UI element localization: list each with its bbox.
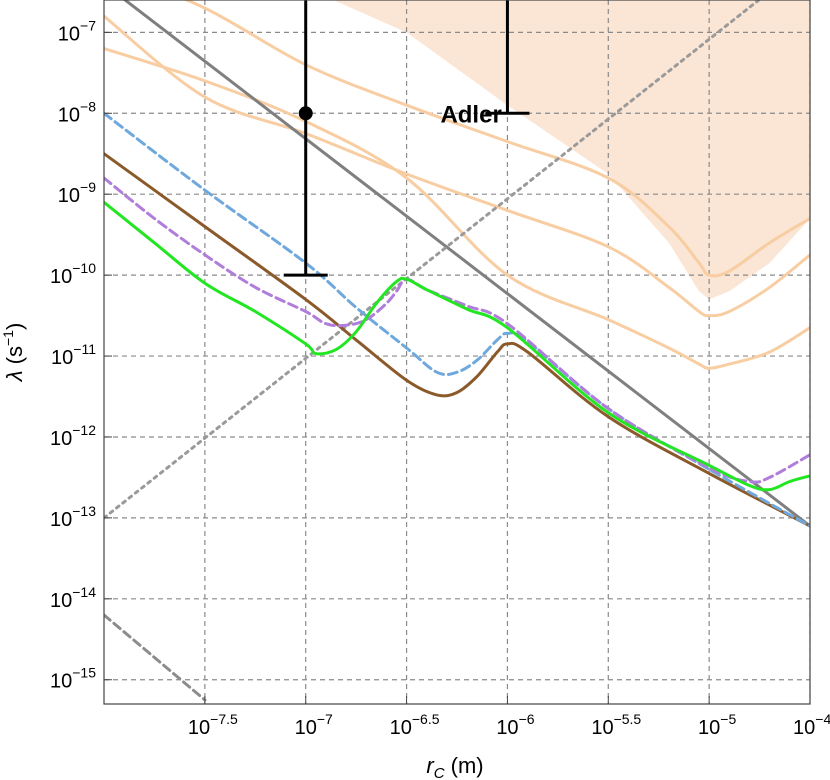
series-line-5 xyxy=(104,613,207,702)
clipped-layer: Adler xyxy=(104,0,810,704)
series-line-4 xyxy=(104,0,762,520)
axes: 10−7.5 10−7 10−6.5 10−6 10−5.5 10−5 10−4.5 10−7… xyxy=(50,0,830,739)
x-tick-label-5: 10−5 xyxy=(698,711,736,739)
y-tick-label-2: 10−9 xyxy=(58,179,96,207)
data-point-0 xyxy=(298,106,313,121)
annotation-0: Adler xyxy=(440,101,501,128)
x-tick-label-6: 10−4.5 xyxy=(793,711,830,739)
y-tick-label-7: 10−14 xyxy=(50,584,96,612)
y-tick-label-8: 10−15 xyxy=(50,665,96,693)
plot-frame xyxy=(103,0,811,705)
x-tick-label-3: 10−6 xyxy=(496,711,534,739)
y-tick-label-1: 10−8 xyxy=(58,98,96,126)
x-tick-label-2: 10−6.5 xyxy=(390,711,440,739)
y-tick-label-5: 10−12 xyxy=(50,422,96,450)
series-line-2 xyxy=(183,0,810,278)
y-tick-label-0: 10−7 xyxy=(58,17,96,45)
x-tick-label-4: 10−5.5 xyxy=(591,711,641,739)
x-tick-label-0: 10−7.5 xyxy=(188,711,238,739)
plot-area: Adler xyxy=(104,0,810,704)
excluded-region xyxy=(305,0,810,300)
y-tick-label-3: 10−10 xyxy=(50,260,96,288)
series-line-8 xyxy=(104,176,810,484)
series-line-0 xyxy=(104,14,810,318)
y-axis-label: λ (s−1) xyxy=(0,323,27,383)
series-line-3 xyxy=(122,0,810,528)
series-line-6 xyxy=(104,152,810,528)
series-line-1 xyxy=(104,47,810,370)
y-tick-label-6: 10−13 xyxy=(50,503,96,531)
x-tick-label-1: 10−7 xyxy=(295,711,333,739)
series-line-9 xyxy=(104,200,810,492)
y-tick-label-4: 10−11 xyxy=(51,341,96,369)
x-axis-label: rC (m) xyxy=(426,753,483,780)
